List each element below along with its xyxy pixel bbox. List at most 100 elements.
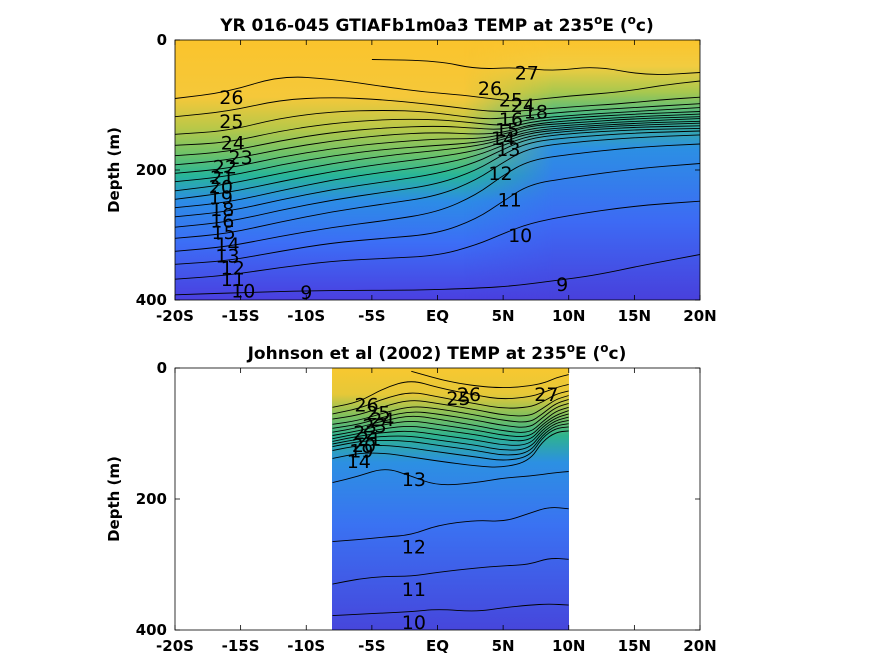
contour-line-21 xyxy=(175,113,700,166)
x-tick-label: 15N xyxy=(618,637,651,655)
title-bottom-mid: E ( xyxy=(575,344,600,364)
contour-label: 20 xyxy=(209,177,233,199)
x-tick-label: -20S xyxy=(156,307,194,325)
contour-label: 12 xyxy=(221,257,245,279)
plot-area-top-north xyxy=(175,40,700,300)
chart-title-bottom: Johnson et al (2002) TEMP at 235oE (oc) xyxy=(247,341,627,364)
contour-label: 27 xyxy=(515,62,539,84)
panel-top: YR 016-045 GTIAFb1m0a3 TEMP at 235oE (oc… xyxy=(105,13,717,325)
x-tick-label: 5N xyxy=(492,307,515,325)
title-bottom-main: Johnson et al (2002) TEMP at 235 xyxy=(247,344,567,364)
contour-label: 15 xyxy=(495,120,519,142)
contour-label: 20 xyxy=(352,435,376,457)
contours-top xyxy=(175,59,700,296)
contour-label: 16 xyxy=(499,109,523,131)
contour-label: 13 xyxy=(496,139,520,161)
x-tick-label: 15N xyxy=(618,307,651,325)
title-top-mid: E ( xyxy=(602,16,627,36)
contour-line-9 xyxy=(175,254,700,296)
x-tick-label: 5N xyxy=(492,637,515,655)
contour-line-13 xyxy=(332,469,569,486)
chart-title-top: YR 016-045 GTIAFb1m0a3 TEMP at 235oE (oc… xyxy=(219,13,654,36)
title-bottom-end: c) xyxy=(609,344,627,364)
contour-line-14 xyxy=(332,430,569,468)
contour-line-25 xyxy=(332,390,569,415)
contour-label: 25 xyxy=(219,111,243,133)
contour-label: 23 xyxy=(362,415,386,437)
y-tick-label: 200 xyxy=(136,161,167,179)
contour-line-10 xyxy=(332,603,569,617)
contour-line-22 xyxy=(332,402,569,429)
contour-label: 21 xyxy=(357,429,381,451)
contour-label: 19 xyxy=(209,187,233,209)
contour-label: 11 xyxy=(498,190,522,212)
contour-line-18 xyxy=(332,416,569,446)
contour-label: 25 xyxy=(366,402,390,424)
title-bottom-deg2: o xyxy=(600,341,608,355)
x-tick-label: EQ xyxy=(426,307,449,325)
ylabel-bottom: Depth (m) xyxy=(105,456,123,542)
contour-label: 26 xyxy=(355,395,379,417)
contour-label: 13 xyxy=(215,246,239,268)
contour-labels-top: 2726252418161514131211109262524232221201… xyxy=(209,62,568,304)
title-top-end: c) xyxy=(636,16,654,36)
x-tick-label: -5S xyxy=(358,307,385,325)
contour-line-24 xyxy=(332,395,569,420)
x-tick-label: -15S xyxy=(222,637,260,655)
x-tick-label: -20S xyxy=(156,637,194,655)
x-tick-label: -10S xyxy=(287,307,325,325)
y-tick-label: 0 xyxy=(157,31,167,49)
contour-line-24 xyxy=(175,103,700,135)
contour-line-18 xyxy=(175,120,700,192)
contour-label: 9 xyxy=(556,274,568,296)
contour-line-12 xyxy=(175,143,700,252)
axes-top: -20S -15S -10S -5S EQ 5N 10N 15N 20N 0 200 400 xyxy=(136,31,717,325)
contour-label: 16 xyxy=(210,211,234,233)
contour-label: 15 xyxy=(212,222,236,244)
ylabel-top: Depth (m) xyxy=(105,127,123,213)
y-tick-label: 400 xyxy=(136,291,167,309)
contour-label: 19 xyxy=(349,440,373,462)
contour-line-19 xyxy=(332,413,569,442)
contour-line-20 xyxy=(175,116,700,174)
contour-label: 22 xyxy=(213,157,237,179)
contour-label: 12 xyxy=(402,537,426,559)
title-top-main: YR 016-045 GTIAFb1m0a3 TEMP at 235 xyxy=(219,16,594,36)
contour-label: 26 xyxy=(219,87,243,109)
contour-label: 26 xyxy=(478,78,502,100)
contour-label: 27 xyxy=(534,384,558,406)
x-tick-label: EQ xyxy=(426,637,449,655)
contour-line-16 xyxy=(332,423,569,456)
data-field-bottom xyxy=(332,368,569,630)
contour-line-20 xyxy=(332,410,569,437)
x-tick-label: -5S xyxy=(358,637,385,655)
contour-line-15 xyxy=(175,127,700,218)
contour-label: 11 xyxy=(402,579,426,601)
contour-line-25 xyxy=(175,96,700,118)
contour-label: 10 xyxy=(508,225,532,247)
x-tick-label: 10N xyxy=(552,307,585,325)
contour-label: 23 xyxy=(229,147,253,169)
contour-label: 25 xyxy=(499,90,523,112)
title-top-deg1: o xyxy=(594,13,602,27)
contour-label: 9 xyxy=(300,282,312,304)
contour-line-26 xyxy=(175,76,700,102)
contour-line-10 xyxy=(175,200,700,280)
contour-line-23 xyxy=(332,398,569,425)
contour-line-13 xyxy=(175,134,700,239)
contour-label: 22 xyxy=(353,422,377,444)
title-bottom-deg1: o xyxy=(567,341,575,355)
panel-bottom: Johnson et al (2002) TEMP at 235oE (oc) … xyxy=(105,341,717,655)
contour-line-23 xyxy=(175,107,700,146)
contour-label: 14 xyxy=(215,234,239,256)
contour-line-17 xyxy=(332,419,569,451)
contour-label: 18 xyxy=(524,101,548,123)
contour-label: 11 xyxy=(221,269,245,291)
contour-label: 10 xyxy=(231,281,255,303)
axes-bottom: -20S -15S -10S -5S EQ 5N 10N 15N 20N 0 200 400 xyxy=(136,359,717,655)
contour-line-16 xyxy=(175,125,700,209)
contour-line-11 xyxy=(332,558,569,585)
contour-line-14 xyxy=(175,130,700,228)
